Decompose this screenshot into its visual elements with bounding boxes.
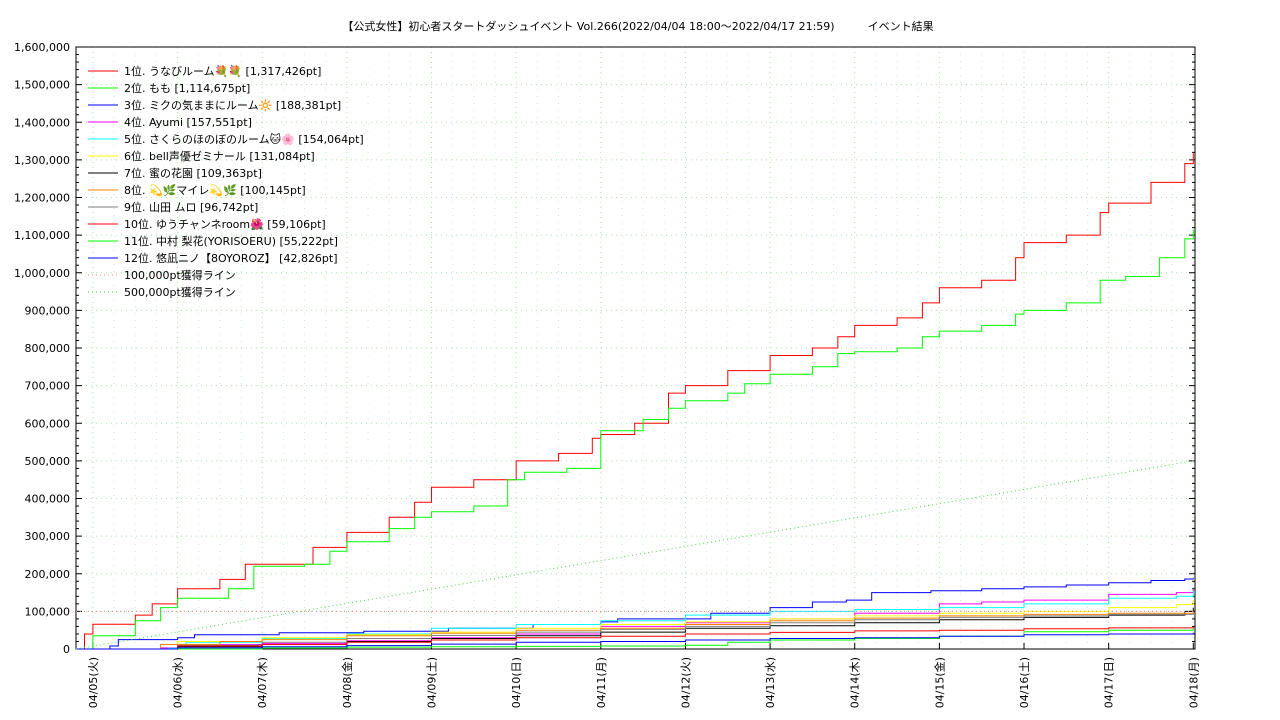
legend-label: 4位. Ayumi [157,551pt] xyxy=(124,115,252,129)
legend-label: 6位. bell声優ゼミナール [131,084pt] xyxy=(124,149,315,163)
x-tick-label: 04/05(火) xyxy=(87,657,100,708)
x-tick-label: 04/15(金) xyxy=(932,657,946,708)
y-tick-label: 1,200,000 xyxy=(14,192,70,205)
y-tick-label: 800,000 xyxy=(25,342,71,355)
y-tick-label: 100,000 xyxy=(25,605,71,618)
legend-label: 12位. 悠凪ニノ【8OYOROZ】 [42,826pt] xyxy=(124,251,338,265)
chart-title: 【公式女性】初心者スタートダッシュイベント Vol.266(2022/04/04… xyxy=(342,19,933,33)
x-tick-label: 04/06(水) xyxy=(172,657,185,708)
y-tick-label: 1,100,000 xyxy=(14,229,70,242)
legend-label: 1位. うなびルーム💐💐 [1,317,426pt] xyxy=(124,64,321,78)
y-tick-label: 1,500,000 xyxy=(14,79,70,92)
y-tick-label: 1,000,000 xyxy=(14,267,70,280)
y-tick-label: 600,000 xyxy=(25,417,71,430)
y-tick-label: 200,000 xyxy=(25,568,71,581)
legend-label: 100,000pt獲得ライン xyxy=(124,269,236,282)
x-tick-label: 04/18(月) xyxy=(1187,657,1200,708)
y-tick-label: 1,400,000 xyxy=(14,116,70,129)
y-tick-label: 0 xyxy=(63,643,70,656)
x-tick-label: 04/13(水) xyxy=(764,657,777,708)
legend-label: 7位. 蜜の花園 [109,363pt] xyxy=(124,166,262,180)
legend-label: 9位. 山田 ムロ [96,742pt] xyxy=(124,200,258,214)
x-tick-label: 04/11(月) xyxy=(595,657,608,708)
series-line-14 xyxy=(75,460,1194,650)
y-tick-label: 1,300,000 xyxy=(14,154,70,167)
y-tick-label: 300,000 xyxy=(25,530,71,543)
legend: 1位. うなびルーム💐💐 [1,317,426pt] 2位. もも [1,114,… xyxy=(88,64,364,299)
plot-frame xyxy=(75,46,1196,650)
legend-label: 3位. ミクの気ままにルーム🔆 [188,381pt] xyxy=(124,98,341,112)
legend-label: 8位. 💫🌿マイレ💫🌿 [100,145pt] xyxy=(124,183,306,198)
legend-label: 5位. さくらのほのぼのルーム🐱🌸 [154,064pt] xyxy=(124,132,364,146)
x-tick-label: 04/14(木) xyxy=(849,657,862,708)
series-line-12 xyxy=(76,632,1194,650)
series-line-9 xyxy=(76,612,1194,650)
x-tick-label: 04/08(金) xyxy=(340,657,354,708)
series-line-11 xyxy=(76,628,1194,650)
series-line-6 xyxy=(76,599,1194,650)
y-tick-label: 700,000 xyxy=(25,380,71,393)
x-tick-label: 04/12(火) xyxy=(679,657,692,708)
series-line-1 xyxy=(76,153,1194,650)
x-tick-label: 04/09(土) xyxy=(426,657,439,708)
legend-label: 11位. 中村 梨花(YORISOERU) [55,222pt] xyxy=(124,234,338,248)
axes: 0 100,000 200,000 300,000 400,000 500,000 600,… xyxy=(14,41,1200,708)
x-tick-label: 04/17(日) xyxy=(1103,657,1116,708)
legend-label: 10位. ゆうチャンネroom🌺 [59,106pt] xyxy=(124,217,326,231)
y-tick-label: 1,600,000 xyxy=(14,41,70,54)
y-tick-label: 400,000 xyxy=(25,493,71,506)
x-tick-label: 04/10(日) xyxy=(510,657,523,708)
y-tick-label: 500,000 xyxy=(25,455,71,468)
series-line-10 xyxy=(76,626,1194,650)
x-tick-label: 04/16(土) xyxy=(1018,657,1031,708)
y-tick-label: 900,000 xyxy=(25,304,71,317)
series-line-2 xyxy=(76,229,1194,650)
legend-label: 500,000pt獲得ライン xyxy=(124,286,236,299)
series-lines xyxy=(75,153,1195,650)
x-tick-label: 04/07(木) xyxy=(256,657,269,708)
legend-label: 2位. もも [1,114,675pt] xyxy=(124,81,250,95)
